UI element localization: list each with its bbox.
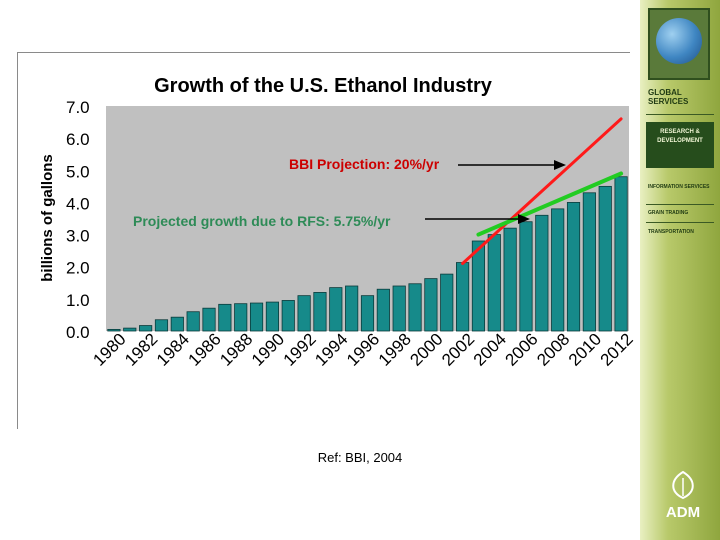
bar-2006 <box>519 221 533 332</box>
rfs-projection-line <box>476 171 624 237</box>
bar-1997 <box>376 288 390 332</box>
bar-2000 <box>424 278 438 332</box>
bar-1990 <box>265 301 279 332</box>
bar-2005 <box>503 227 517 332</box>
globe-image <box>648 8 710 80</box>
x-tick-label: 2006 <box>502 330 542 370</box>
bar-2009 <box>566 202 581 332</box>
bar-1999 <box>408 283 422 332</box>
bar-2002 <box>456 262 470 332</box>
bar-2003 <box>471 240 486 332</box>
y-tick-label: 7.0 <box>66 98 90 117</box>
x-tick-label: 1990 <box>248 330 288 370</box>
y-axis-label: billions of gallons <box>39 154 56 282</box>
bar-1986 <box>202 307 216 332</box>
x-tick-label: 1994 <box>311 330 351 370</box>
bar-1991 <box>281 300 295 332</box>
x-tick-label: 1986 <box>185 330 225 370</box>
x-tick-label: 2008 <box>533 330 573 370</box>
x-tick-label: 2004 <box>470 330 510 370</box>
x-tick-label: 2012 <box>597 330 637 370</box>
x-tick-label: 1996 <box>343 330 383 370</box>
bbi-projection-line <box>461 117 623 265</box>
x-tick-label: 2000 <box>406 330 446 370</box>
divider <box>646 204 714 205</box>
nav-transportation[interactable]: TRANSPORTATION <box>648 229 694 235</box>
bar-1992 <box>297 295 311 332</box>
nav-grain-trading[interactable]: GRAIN TRADING <box>648 210 689 216</box>
bar-1985 <box>186 311 200 332</box>
bar-1981 <box>123 327 137 332</box>
nav-information-services[interactable]: INFORMATION SERVICES <box>648 184 710 190</box>
divider <box>646 222 714 223</box>
bar-2001 <box>440 273 454 332</box>
y-tick-label: 4.0 <box>66 194 90 213</box>
x-tick-label: 1998 <box>375 330 415 370</box>
x-tick-label: 1980 <box>89 330 129 370</box>
globe-icon <box>656 18 702 64</box>
x-tick-label: 2010 <box>565 330 605 370</box>
bar-1989 <box>249 302 264 332</box>
arrow-bbi-head <box>554 160 566 170</box>
bar-1996 <box>360 295 375 332</box>
y-tick-label: 1.0 <box>66 291 90 310</box>
bar-1984 <box>170 316 184 332</box>
bar-2012 <box>614 176 628 332</box>
y-tick-label: 0.0 <box>66 323 90 342</box>
bar-1988 <box>234 303 248 332</box>
bar-2008 <box>551 208 565 332</box>
adm-logo: ADM <box>660 470 706 522</box>
arrow-rfs-head <box>518 214 530 224</box>
y-tick-label: 2.0 <box>66 259 90 278</box>
bar-1980 <box>107 328 121 332</box>
nav-research-development[interactable]: RESEARCH & DEVELOPMENT <box>646 122 714 168</box>
bar-1995 <box>345 285 359 332</box>
x-tick-label: 1984 <box>153 330 193 370</box>
annotation-bbi-projection: BBI Projection: 20%/yr <box>289 156 440 172</box>
divider <box>646 114 714 115</box>
bar-1993 <box>313 292 327 332</box>
bar-1982 <box>139 325 153 332</box>
chart-frame <box>17 52 630 429</box>
x-tick-label: 1988 <box>216 330 256 370</box>
x-tick-label: 1982 <box>121 330 161 370</box>
bar-1998 <box>392 285 406 332</box>
chart-title: Growth of the U.S. Ethanol Industry <box>154 75 493 97</box>
bar-1983 <box>154 319 169 332</box>
bar-1987 <box>218 303 232 332</box>
x-tick-label: 1992 <box>280 330 320 370</box>
reference-text: Ref: BBI, 2004 <box>317 450 403 465</box>
bar-2010 <box>582 192 596 332</box>
bar-2011 <box>598 185 612 332</box>
bar-1994 <box>329 287 343 332</box>
x-tick-label: 2002 <box>438 330 478 370</box>
leaf-icon <box>672 470 694 500</box>
annotation-rfs-growth: Projected growth due to RFS: 5.75%/yr <box>133 213 391 229</box>
logo-text: ADM <box>665 504 701 521</box>
sidebar <box>640 0 720 540</box>
nav-global-services[interactable]: GLOBAL SERVICES <box>648 88 689 106</box>
bar-2007 <box>535 214 549 332</box>
y-tick-label: 3.0 <box>66 227 90 246</box>
bar-2004 <box>487 234 501 332</box>
y-tick-label: 6.0 <box>66 130 90 149</box>
chart: 0.01.02.03.04.05.06.07.0 198019821984198… <box>39 75 637 370</box>
y-tick-label: 5.0 <box>66 162 90 181</box>
